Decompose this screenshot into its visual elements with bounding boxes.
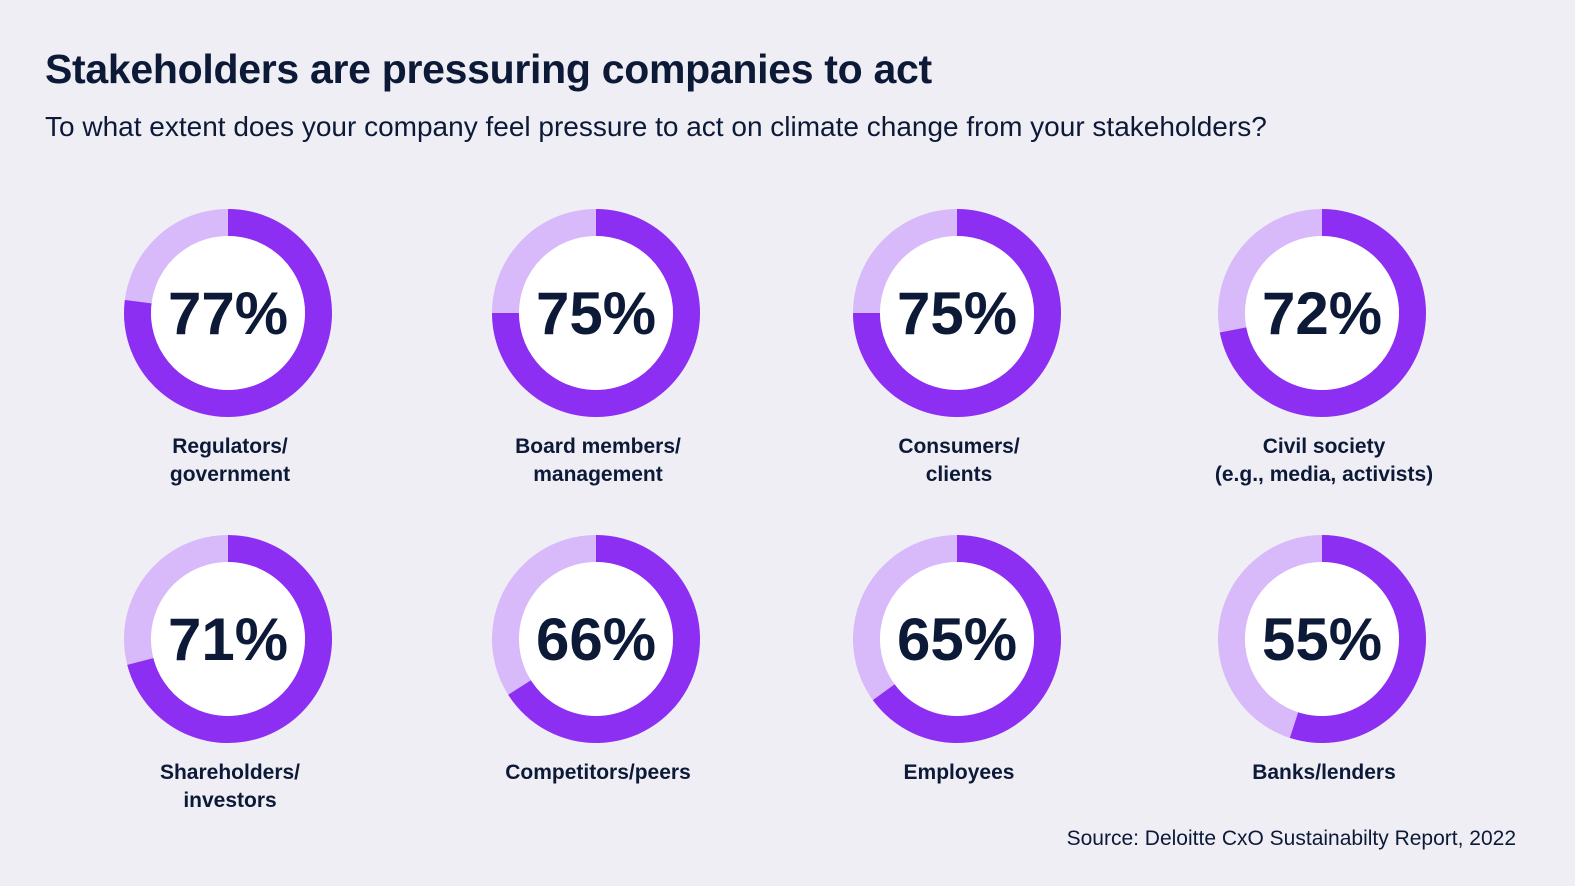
donut-center <box>880 562 1034 716</box>
donut-2: 75% Board members/management <box>492 209 700 486</box>
donut-category-label: investors <box>183 789 276 812</box>
donut-category-label: (e.g., media, activists) <box>1215 463 1433 486</box>
donut-category-label: Shareholders/ <box>160 761 300 784</box>
donut-7: 65% Employees <box>853 535 1061 784</box>
chart-title: Stakeholders are pressuring companies to… <box>45 46 932 92</box>
donut-5: 71% Shareholders/investors <box>124 535 333 812</box>
donut-category-label: Banks/lenders <box>1252 761 1396 784</box>
donut-center <box>151 562 305 716</box>
donut-value-label: 75% <box>897 280 1017 347</box>
donut-1: 77% Regulators/government <box>124 208 333 486</box>
donut-3: 75% Consumers/clients <box>853 209 1061 486</box>
donut-category-label: management <box>533 463 663 486</box>
donut-value-label: 77% <box>168 280 288 347</box>
source-note: Source: Deloitte CxO Sustainabilty Repor… <box>1066 827 1516 850</box>
donut-category-label: Civil society <box>1263 435 1386 458</box>
donut-center <box>1245 236 1399 390</box>
donut-6: 66% Competitors/peers <box>492 535 700 784</box>
donut-center <box>880 236 1034 390</box>
donut-8: 55% Banks/lenders <box>1218 535 1426 784</box>
donut-value-label: 72% <box>1262 280 1382 347</box>
donut-value-label: 71% <box>168 606 288 673</box>
donut-category-label: Consumers/ <box>898 435 1020 458</box>
donut-center <box>1245 562 1399 716</box>
donut-value-label: 75% <box>536 280 656 347</box>
donut-value-label: 66% <box>536 606 656 673</box>
donut-category-label: government <box>170 463 290 486</box>
donut-value-arc <box>1289 535 1426 743</box>
donut-center <box>519 562 673 716</box>
donut-category-label: clients <box>926 463 993 486</box>
donut-category-label: Employees <box>904 761 1015 784</box>
donut-value-label: 55% <box>1262 606 1382 673</box>
donut-center <box>151 236 305 390</box>
donut-value-label: 65% <box>897 606 1017 673</box>
donut-category-label: Competitors/peers <box>505 761 691 784</box>
donut-center <box>519 236 673 390</box>
chart-subtitle: To what extent does your company feel pr… <box>45 111 1267 142</box>
donut-category-label: Regulators/ <box>172 435 288 458</box>
donut-category-label: Board members/ <box>515 435 681 458</box>
donut-value-arc <box>872 535 1061 743</box>
donut-4: 72% Civil society (e.g., media, activists) <box>1215 209 1433 486</box>
